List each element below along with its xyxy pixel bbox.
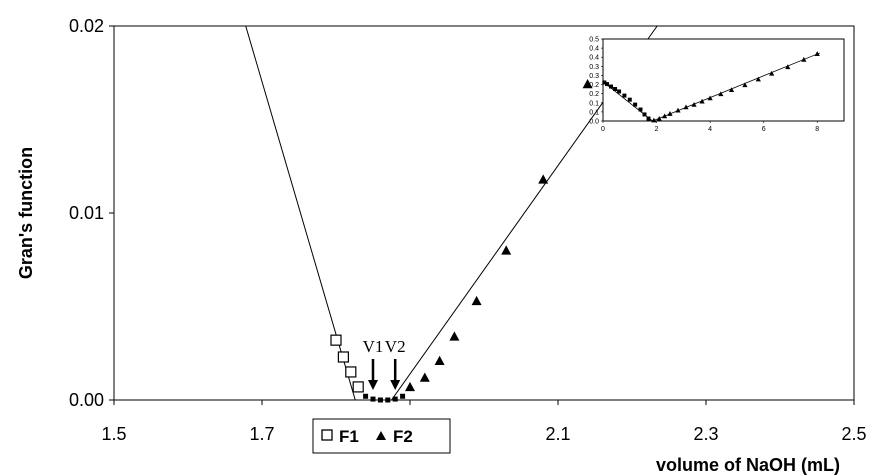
legend-label-f2: F2 xyxy=(393,427,413,446)
inset-f2-point xyxy=(728,87,735,93)
y-axis-title: Gran's function xyxy=(16,147,36,279)
legend-label-f1: F1 xyxy=(339,427,359,446)
endpoint-point xyxy=(385,397,391,403)
legend: F1 F2 xyxy=(312,418,451,454)
inset-f1-point xyxy=(627,97,632,102)
inset-f1-point xyxy=(609,84,614,89)
data-points xyxy=(330,78,593,403)
endpoint-point xyxy=(370,396,376,402)
legend-marker-f1 xyxy=(321,429,333,441)
inset-frame xyxy=(602,38,845,122)
inset-f2-point xyxy=(718,91,724,97)
inset-f2-point xyxy=(675,107,681,113)
inset-y-tick-label: 0.2 xyxy=(589,91,599,98)
f2-point xyxy=(501,245,512,255)
inset-f2-point xyxy=(661,113,668,119)
inset-f1-point xyxy=(622,93,627,98)
y-tick-label: 0.00 xyxy=(69,390,104,410)
f1-point xyxy=(337,351,349,363)
f2-point xyxy=(405,381,415,392)
f2-point xyxy=(449,331,460,341)
inset-f1-point xyxy=(602,80,607,85)
x-tick-label: 1.7 xyxy=(249,424,274,444)
inset-f2-point xyxy=(801,56,807,62)
annotations: V1 V2 xyxy=(363,337,406,390)
inset-f2-point xyxy=(651,117,657,123)
f1-point xyxy=(330,334,342,346)
annotation-v1: V1 xyxy=(363,337,384,356)
endpoint-point xyxy=(377,397,383,403)
x-axis-ticks: 1.51.71.92.12.32.5 xyxy=(101,400,867,444)
inset-x-ticks: 0 2 4 6 8 xyxy=(601,121,819,133)
inset-y-tick-label: 0.5 xyxy=(589,37,599,44)
inset-y-tick-label: 0.3 xyxy=(589,73,599,80)
inset-y-tick-label: 0.4 xyxy=(589,55,599,62)
f2-point xyxy=(538,174,549,184)
inset-f2-point xyxy=(707,95,713,101)
inset-f2-point xyxy=(814,51,820,56)
f1-point xyxy=(352,381,364,393)
inset-data-points xyxy=(602,51,820,123)
inset-x-tick-label: 8 xyxy=(815,126,819,133)
inset-f2-point xyxy=(769,70,775,76)
inset-fit-line xyxy=(652,52,821,122)
inset-f2-point xyxy=(742,82,748,88)
annotation-arrow-head xyxy=(390,380,401,390)
inset-f1-point xyxy=(642,112,647,117)
endpoint-point xyxy=(363,393,369,399)
inset-y-tick-label: 0.2 xyxy=(589,82,599,89)
inset-f1-point xyxy=(638,107,643,112)
inset-f2-point xyxy=(755,76,761,82)
endpoint-point xyxy=(392,396,398,402)
annotation-v2: V2 xyxy=(385,337,406,356)
inset-x-tick-label: 0 xyxy=(601,126,605,133)
inset-x-tick-label: 2 xyxy=(655,126,659,133)
y-tick-label: 0.01 xyxy=(69,203,104,223)
inset-f2-point xyxy=(656,115,662,121)
f2-point xyxy=(434,355,445,365)
y-axis-ticks: 0.00 0.01 0.02 xyxy=(69,16,114,410)
inset-f2-point xyxy=(667,111,673,116)
inset-f1-point xyxy=(633,102,638,107)
inset-f2-point xyxy=(699,98,705,104)
inset-f2-point xyxy=(683,104,689,110)
x-tick-label: 2.1 xyxy=(545,424,570,444)
inset-f1-point xyxy=(617,89,622,94)
inset-y-tick-label: 0.1 xyxy=(589,100,599,107)
x-tick-label: 2.3 xyxy=(693,424,718,444)
inset-y-tick-label: 0.3 xyxy=(589,64,599,71)
legend-marker-f2 xyxy=(376,431,386,440)
x-tick-label: 1.5 xyxy=(101,424,126,444)
inset-x-tick-label: 6 xyxy=(762,126,766,133)
x-tick-label: 2.5 xyxy=(841,424,866,444)
annotation-arrow-head xyxy=(368,380,378,390)
f2-point xyxy=(582,78,593,89)
f2-point xyxy=(419,372,430,382)
y-tick-label: 0.02 xyxy=(69,16,104,36)
inset-f1-point xyxy=(613,87,618,92)
inset-f1-point xyxy=(646,116,651,121)
inset-f1-point xyxy=(605,82,610,87)
inset-y-ticks: 0.0 0.1 0.1 0.2 0.2 0.3 0.3 0.4 0.4 0.5 xyxy=(589,37,603,126)
inset-f2-point xyxy=(785,64,791,70)
inset-f2-point xyxy=(691,102,697,107)
inset-x-tick-label: 4 xyxy=(708,126,712,133)
f1-point xyxy=(345,366,357,378)
endpoint-point xyxy=(400,393,406,399)
f2-point xyxy=(471,295,482,306)
inset-y-tick-label: 0.4 xyxy=(589,46,599,53)
x-axis-title: volume of NaOH (mL) xyxy=(656,455,840,475)
inset-y-tick-label: 0.0 xyxy=(589,119,599,126)
inset-y-tick-label: 0.1 xyxy=(589,109,599,116)
inset-plot: 0.0 0.1 0.1 0.2 0.2 0.3 0.3 0.4 0.4 0.5 0 2 4 6 8 xyxy=(589,37,845,133)
